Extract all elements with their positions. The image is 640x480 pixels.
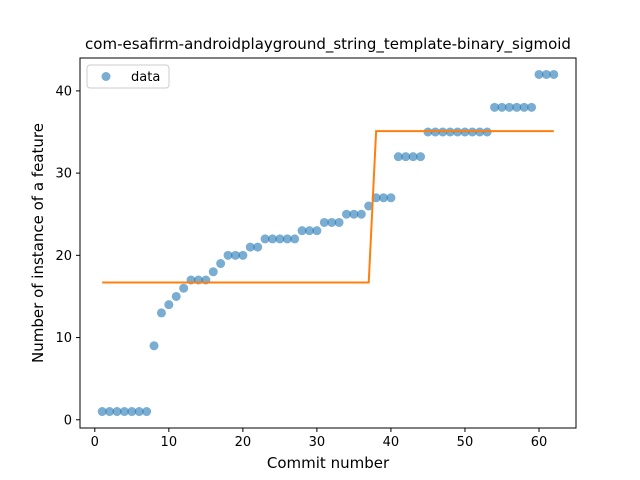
chart-marks [97, 69, 559, 417]
fit-line [102, 130, 554, 284]
data-point [393, 152, 403, 162]
data-point [312, 226, 322, 236]
y-tick-label: 40 [55, 84, 72, 99]
x-tick-label: 50 [457, 435, 474, 450]
data-point [149, 341, 159, 351]
data-point [112, 407, 122, 417]
data-point [171, 291, 181, 301]
data-point [541, 69, 551, 79]
data-point [164, 300, 174, 310]
plot-frame [79, 57, 577, 429]
data-point [275, 234, 285, 244]
x-axis-title: Commit number [267, 454, 390, 472]
data-point [416, 152, 426, 162]
y-tick-label: 0 [64, 413, 72, 428]
data-point [534, 69, 544, 79]
data-point [253, 242, 263, 252]
data-point [297, 226, 307, 236]
data-point [401, 152, 411, 162]
data-point [97, 407, 107, 417]
data-point [527, 102, 537, 112]
x-tick-label: 10 [161, 435, 178, 450]
data-point [223, 250, 233, 260]
x-tick-label: 30 [309, 435, 326, 450]
data-point [356, 209, 366, 219]
data-point [119, 407, 129, 417]
data-point [349, 209, 359, 219]
data-point [142, 407, 152, 417]
data-point [319, 217, 329, 227]
data-point [134, 407, 144, 417]
chart-title: com-esafirm-androidplayground_string_tem… [85, 35, 571, 54]
y-tick-label: 20 [55, 249, 72, 264]
y-tick-label: 30 [55, 167, 72, 182]
data-point [519, 102, 529, 112]
data-point [408, 152, 418, 162]
data-point [179, 283, 189, 293]
data-point [364, 201, 374, 211]
x-tick-label: 60 [531, 435, 548, 450]
axes: 0 10 20 30 40 50 60 0 10 20 30 40 [55, 57, 577, 450]
data-point [105, 407, 115, 417]
data-point [282, 234, 292, 244]
y-tick-label: 10 [55, 331, 72, 346]
data-point [386, 193, 396, 203]
data-point [334, 217, 344, 227]
legend-marker-data [101, 72, 111, 81]
data-point [490, 102, 500, 112]
x-tick-label: 0 [91, 435, 99, 450]
data-point [156, 308, 166, 318]
data-point [127, 407, 137, 417]
data-point [267, 234, 277, 244]
data-point [512, 102, 522, 112]
y-axis-title: Number of instance of a feature [29, 123, 47, 363]
data-point [290, 234, 300, 244]
data-point [208, 267, 218, 277]
data-point [327, 217, 337, 227]
data-point [379, 193, 389, 203]
legend-box [86, 64, 170, 89]
data-point [304, 226, 314, 236]
data-point [342, 209, 352, 219]
data-point [216, 259, 226, 269]
data-point [497, 102, 507, 112]
data-point [260, 234, 270, 244]
data-point [245, 242, 255, 252]
x-tick-label: 20 [235, 435, 252, 450]
x-tick-label: 40 [383, 435, 400, 450]
data-point [504, 102, 514, 112]
legend-label-data: data [131, 70, 160, 85]
data-point [230, 250, 240, 260]
data-point [238, 250, 248, 260]
legend: data [86, 64, 170, 89]
data-point [549, 69, 559, 79]
